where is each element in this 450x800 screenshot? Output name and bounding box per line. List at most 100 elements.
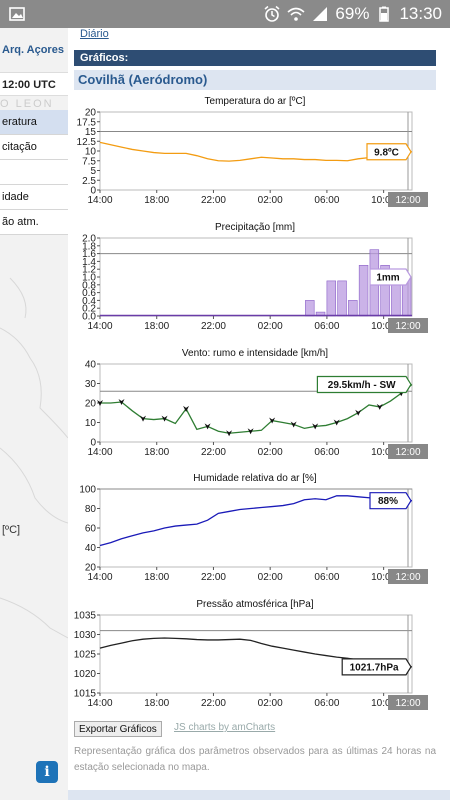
tab-daily[interactable]: Diário [80,28,109,40]
x-tick-label: 18:00 [144,698,169,709]
y-tick-label: 2.0 [82,234,96,245]
y-tick-label: 10 [85,147,97,158]
humidity-chart: Humidade relativa do ar [%] 20 40 60 80 100 1… [74,473,436,593]
y-tick-label: 1.6 [82,249,96,260]
sidebar-item-humidity[interactable]: idade [0,185,68,210]
wind-direction-arrow [376,403,383,410]
cursor-label-box [388,318,428,333]
y-tick-label: 1.4 [82,257,96,268]
tooltip-value: 1021.7hPa [350,662,399,673]
x-tick-label: 10:00 [371,447,396,458]
hum-series-line [99,495,412,547]
battery-percent: 69% [335,4,370,23]
wind-direction-arrow [226,430,233,437]
y-tick-label: 30 [85,379,97,390]
y-tick-label: 0.4 [82,296,96,307]
sidebar-item-temperature[interactable]: eratura [0,110,68,135]
main-panel: Diário Gráficos: Covilhã (Aeródromo) Tem… [68,28,450,800]
cursor-label-box [388,444,428,459]
y-tick-label: 0 [90,186,96,197]
cursor-label-box [388,569,428,584]
y-tick-label: 40 [85,543,97,554]
sidebar-time-selector[interactable]: 12:00 UTC [0,72,68,96]
map-label: O LEON [0,98,54,110]
y-tick-label: 1035 [74,611,96,622]
wind-direction-arrow [290,421,297,428]
tooltip-value: 88% [378,496,398,507]
x-tick-label: 10:00 [371,572,396,583]
plot-frame [99,614,413,694]
pres-plot: 1015 1020 1025 1030 1035 14:00 18:00 22:00 02:00… [74,611,428,710]
y-tick-label: 1020 [74,669,96,680]
info-icon[interactable]: i [36,761,58,783]
sidebar-item-pressure[interactable]: ão atm. [0,210,68,235]
tooltip-value: 1mm [376,273,399,284]
y-tick-label: 1025 [74,650,96,661]
temp-series-line [99,141,413,162]
x-tick-label: 22:00 [201,321,226,332]
chart-title: Vento: rumo e intensidade [km/h] [181,348,329,359]
y-tick-label: 15 [85,127,97,138]
y-tick-label: 80 [85,504,97,515]
signal-icon [311,5,329,23]
precipitation-bar [326,280,337,317]
chart-title: Temperatura do ar [ºC] [204,96,306,107]
y-tick-label: 0.8 [82,280,96,291]
x-tick-label: 06:00 [314,698,339,709]
y-tick-label: 40 [85,360,97,371]
wind-direction-arrow [312,423,319,430]
tooltip-box [341,658,412,676]
battery-icon [375,5,393,23]
tooltip-box [369,268,412,286]
x-tick-label: 06:00 [314,447,339,458]
sidebar-link-azores[interactable]: Arq. Açores [2,44,64,56]
x-tick-label: 06:00 [314,572,339,583]
y-tick-label: 2.5 [82,176,96,187]
sidebar-item-wind[interactable] [0,160,68,185]
chart-title: Pressão atmosférica [hPa] [196,599,314,610]
export-charts-button[interactable]: Exportar Gráficos [74,721,162,737]
y-tick-label: 60 [85,524,97,535]
y-tick-label: 20 [85,563,97,574]
plot-frame [99,488,413,568]
clock: 13:30 [399,4,442,23]
tooltip-box [316,375,412,394]
wind-plot: 0 10 20 30 40 14:00 18:00 22:00 02:00 06:00 10:00 1… [85,360,428,459]
map-outline[interactable] [0,268,68,798]
wind-direction-arrow [247,428,254,435]
x-tick-label: 10:00 [371,321,396,332]
sidebar-item-precipitation[interactable]: citação [0,135,68,160]
legend-unit: [ºC] [2,524,21,536]
tooltip-value: 29.5km/h - SW [328,380,396,391]
y-tick-label: 5 [90,166,96,177]
x-tick-label: 22:00 [201,572,226,583]
cursor-label-box [388,695,428,710]
x-tick-label: 18:00 [144,321,169,332]
chart-title: Precipitação [mm] [214,222,296,233]
y-tick-label: 0.0 [82,312,96,323]
y-tick-label: 10 [85,418,97,429]
cursor-label-box [388,192,428,207]
y-tick-label: 20 [85,399,97,410]
y-tick-label: 1030 [74,630,96,641]
x-tick-label: 02:00 [258,698,283,709]
section-title: Gráficos: [74,50,436,66]
cursor-label: 12:00 [395,321,420,332]
y-tick-label: 17.5 [77,117,97,128]
y-tick-label: 20 [85,108,97,119]
hum-plot: 20 40 60 80 100 14:00 18:00 22:00 02:00 06:00 10:0… [79,485,428,584]
wind-direction-arrow [140,415,147,422]
precipitation-bar [348,300,358,317]
alarm-icon [263,5,281,23]
tooltip-box [369,492,412,510]
x-tick-label: 02:00 [258,447,283,458]
x-tick-label: 22:00 [201,195,226,206]
tooltip-value: 9.8ºC [374,147,399,158]
gallery-icon [8,5,26,23]
x-tick-label: 14:00 [87,572,112,583]
y-tick-label: 1.2 [82,265,96,276]
x-tick-label: 10:00 [371,195,396,206]
sidebar: Arq. Açores 12:00 UTC O LEON eratura cit… [0,28,68,800]
x-tick-label: 10:00 [371,698,396,709]
amcharts-link[interactable]: JS charts by amCharts [174,722,276,733]
